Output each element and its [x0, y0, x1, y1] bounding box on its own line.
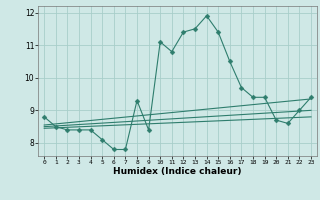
X-axis label: Humidex (Indice chaleur): Humidex (Indice chaleur) — [113, 167, 242, 176]
